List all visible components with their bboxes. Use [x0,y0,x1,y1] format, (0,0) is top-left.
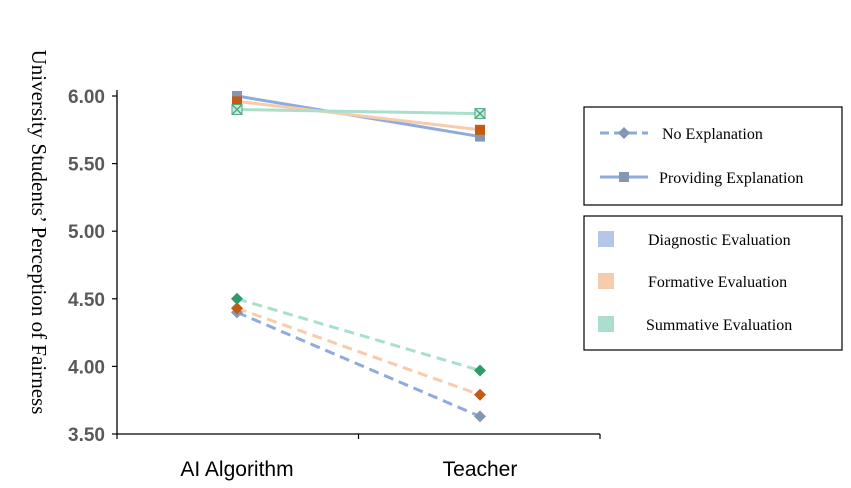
y-tick-labels: 3.50 4.00 4.50 5.00 5.50 6.00 [68,87,105,446]
legend-colors-box [583,215,843,351]
providing-explanation-summative-evaluation-point-ai-algorithm [231,104,243,116]
legend-item-no-explanation: No Explanation [600,126,763,143]
legend-item-providing-explanation: Providing Explanation [600,170,803,187]
legend-label: No Explanation [662,126,763,143]
y-tick-label: 4.50 [68,290,105,311]
legend-color-swatch [598,231,614,247]
no-explanation-summative-evaluation-point-ai-algorithm [231,292,243,305]
x-category-label: AI Algorithm [180,458,293,481]
series-lines [236,94,481,418]
y-tick-label: 6.00 [68,87,105,108]
legend-line-types-box [583,106,843,206]
providing-explanation-formative-evaluation-point-teacher [475,124,485,135]
legend-marker-sample [619,172,629,182]
axes [112,90,601,439]
no-explanation-formative-evaluation-line [236,306,481,397]
legend-label: Summative Evaluation [646,317,792,334]
series-markers [231,91,486,423]
providing-explanation-formative-evaluation-point-ai-algorithm [232,96,242,107]
providing-explanation-formative-evaluation-line [236,99,481,132]
legend-color-swatch [598,316,614,332]
legend-item-formative-evaluation: Formative Evaluation [598,273,787,291]
no-explanation-formative-evaluation-point-ai-algorithm [231,302,243,315]
y-tick-label: 5.00 [68,222,105,243]
legend-label: Providing Explanation [659,170,803,187]
legend-item-summative-evaluation: Summative Evaluation [598,316,792,334]
no-explanation-diagnostic-evaluation-point-teacher [474,410,486,423]
legend-label: Formative Evaluation [648,274,787,291]
legend-marker-sample [618,127,630,139]
providing-explanation-diagnostic-evaluation-point-teacher [475,131,485,142]
y-axis-title: University Students’ Perception of Fairn… [27,50,51,415]
y-tick-label: 5.50 [68,155,105,176]
no-explanation-summative-evaluation-line [236,297,481,372]
no-explanation-summative-evaluation-point-teacher [474,364,486,377]
providing-explanation-summative-evaluation-line [236,108,481,116]
no-explanation-formative-evaluation-point-teacher [474,388,486,401]
providing-explanation-diagnostic-evaluation-point-ai-algorithm [232,91,242,101]
x-category-labels: AI Algorithm Teacher [180,458,517,481]
y-tick-label: 3.50 [68,425,105,446]
providing-explanation-summative-evaluation-point-teacher [474,108,486,120]
legend-item-diagnostic-evaluation: Diagnostic Evaluation [598,231,791,249]
x-category-label: Teacher [443,458,518,481]
y-tick-label: 4.00 [68,357,105,378]
legend-line-types: No Explanation Providing Explanation [600,126,803,187]
no-explanation-diagnostic-evaluation-line [236,310,481,418]
legend-color-swatch [598,273,614,289]
legend-colors: Diagnostic Evaluation Formative Evaluatio… [598,231,792,334]
legend-label: Diagnostic Evaluation [648,232,791,249]
